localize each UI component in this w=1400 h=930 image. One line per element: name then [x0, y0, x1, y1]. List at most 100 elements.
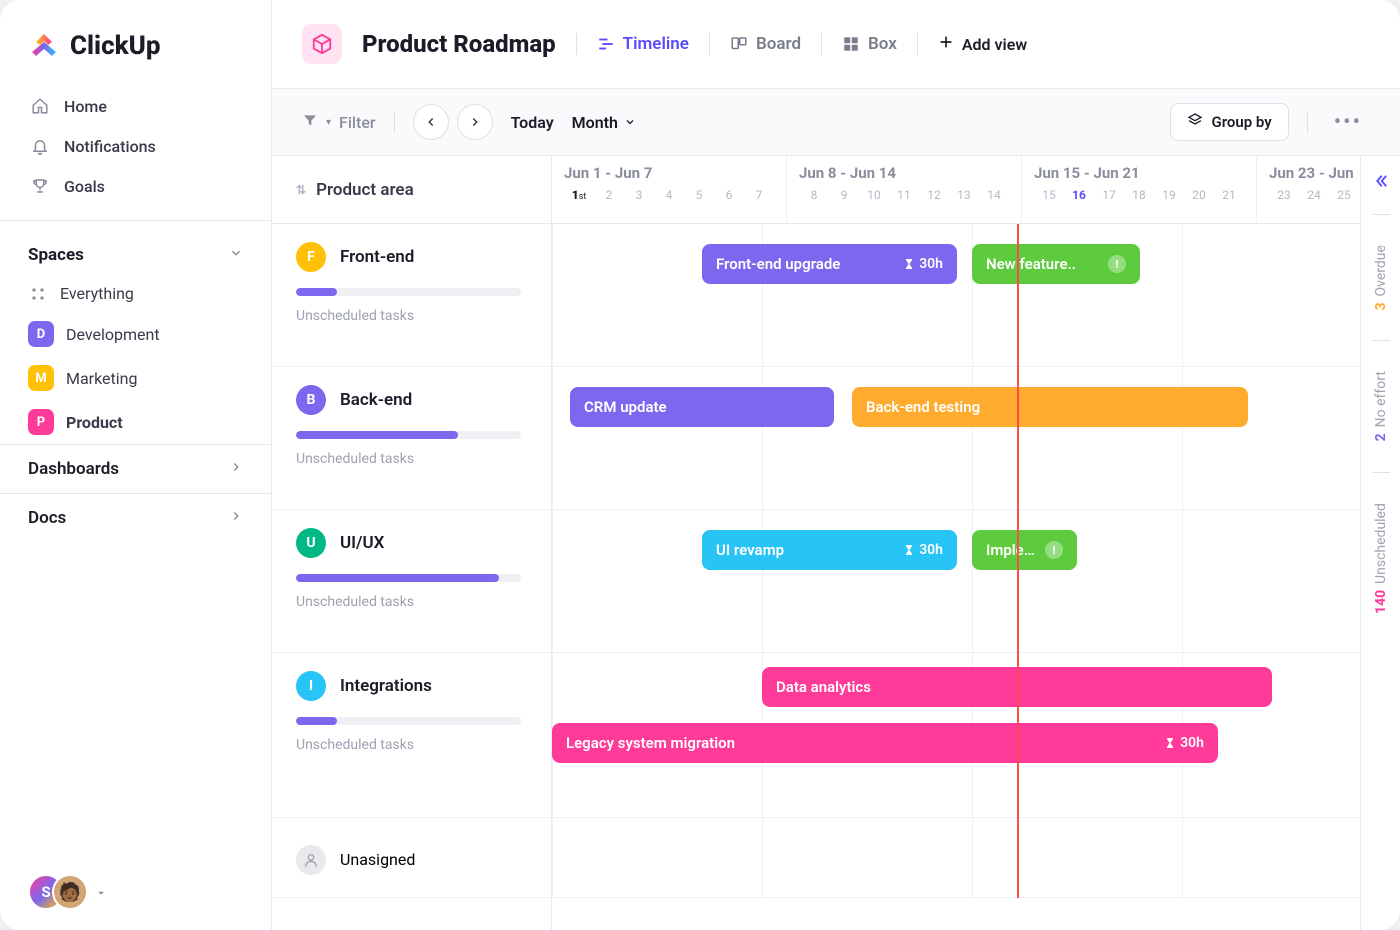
page-icon — [302, 24, 342, 64]
brand-name: ClickUp — [70, 31, 161, 61]
day-cell: 6 — [714, 188, 744, 202]
timeline-bar[interactable]: Front-end upgrade 30h — [702, 244, 957, 284]
logo-icon — [28, 30, 60, 62]
bell-icon — [30, 136, 50, 156]
spaces-header[interactable]: Spaces — [0, 235, 271, 275]
timeline-chart: Jun 1 - Jun 71st234567Jun 8 - Jun 148910… — [552, 156, 1360, 930]
timeline-bar[interactable]: Implem..! — [972, 530, 1077, 570]
spaces-header-label: Spaces — [28, 245, 84, 265]
sidebar-everything[interactable]: Everything — [0, 275, 271, 312]
tab-timeline[interactable]: Timeline — [597, 34, 689, 54]
nav-home[interactable]: Home — [18, 86, 253, 126]
range-label: Month — [572, 113, 618, 132]
chevron-down-icon: ▾ — [326, 117, 331, 128]
user-switcher[interactable]: S 🧑🏾 — [0, 854, 271, 930]
week-label: Jun 23 - Jun — [1269, 164, 1360, 182]
progress-bar — [296, 288, 521, 296]
day-cell: 2 — [594, 188, 624, 202]
sidebar-space-product[interactable]: PProduct — [0, 400, 271, 444]
timeline-icon — [597, 35, 615, 53]
tab-board[interactable]: Board — [730, 34, 801, 54]
chevron-down-icon — [624, 113, 636, 132]
board-icon — [730, 35, 748, 53]
nav-notifications[interactable]: Notifications — [18, 126, 253, 166]
group-column-header[interactable]: ⇅ Product area — [272, 156, 551, 224]
alert-icon: ! — [1045, 541, 1063, 559]
today-button[interactable]: Today — [511, 113, 554, 132]
day-cell: 19 — [1154, 188, 1184, 202]
timeline-lane: Data analyticsLegacy system migration30h — [552, 653, 1360, 818]
group-row[interactable]: FFront-endUnscheduled tasks — [272, 224, 551, 367]
layers-icon — [1187, 112, 1203, 132]
day-cell: 16 — [1064, 188, 1094, 202]
space-label: Marketing — [66, 369, 137, 388]
group-row[interactable]: BBack-endUnscheduled tasks — [272, 367, 551, 510]
today-line — [1017, 224, 1019, 898]
unscheduled-label: Unscheduled tasks — [296, 308, 527, 324]
bar-label: UI revamp — [716, 541, 893, 559]
day-cell: 24 — [1299, 188, 1329, 202]
caret-down-icon — [96, 883, 106, 902]
timeline-bar[interactable]: UI revamp30h — [702, 530, 957, 570]
toolbar: ▾ Filter Today Month Group by ••• — [272, 89, 1400, 156]
tab-box[interactable]: Box — [842, 34, 897, 54]
plus-icon — [938, 34, 954, 54]
add-view-button[interactable]: Add view — [938, 34, 1027, 54]
day-cell: 3 — [624, 188, 654, 202]
rail-overdue[interactable]: 3 Overdue — [1373, 235, 1389, 320]
next-button[interactable] — [457, 104, 493, 140]
timeline-bar[interactable]: Back-end testing — [852, 387, 1248, 427]
collapse-rail-button[interactable] — [1372, 172, 1390, 194]
sidebar-dashboards[interactable]: Dashboards — [0, 444, 271, 493]
nav-home-label: Home — [64, 97, 107, 116]
sort-icon: ⇅ — [296, 183, 306, 197]
chevron-down-icon — [229, 245, 243, 265]
trophy-icon — [30, 176, 50, 196]
tab-board-label: Board — [756, 34, 801, 54]
day-cell: 1st — [564, 188, 594, 202]
nav-goals[interactable]: Goals — [18, 166, 253, 206]
sidebar: ClickUp Home Notifications Goals Spaces … — [0, 0, 272, 930]
right-rail: 3 Overdue 2 No effort 140 Unscheduled — [1360, 156, 1400, 930]
chevron-right-icon — [229, 508, 243, 528]
timeline-bar[interactable]: Legacy system migration30h — [552, 723, 1218, 763]
chevron-right-icon — [229, 459, 243, 479]
nav-goals-label: Goals — [64, 177, 105, 196]
bar-label: Back-end testing — [866, 398, 1234, 416]
sidebar-dashboards-label: Dashboards — [28, 459, 119, 479]
day-cell: 10 — [859, 188, 889, 202]
group-label: Front-end — [340, 247, 414, 267]
group-column-label: Product area — [316, 180, 414, 200]
logo[interactable]: ClickUp — [0, 0, 271, 86]
day-cell: 11 — [889, 188, 919, 202]
timeline-bar[interactable]: CRM update — [570, 387, 834, 427]
week-cell: Jun 23 - Jun 232425 — [1256, 156, 1360, 223]
timeline-bar[interactable]: New feature..! — [972, 244, 1140, 284]
rail-unscheduled[interactable]: 140 Unscheduled — [1373, 493, 1389, 624]
sidebar-docs[interactable]: Docs — [0, 493, 271, 542]
groupby-button[interactable]: Group by — [1170, 103, 1288, 141]
rail-noeffort[interactable]: 2 No effort — [1373, 361, 1389, 451]
space-label: Development — [66, 325, 160, 344]
more-button[interactable]: ••• — [1326, 110, 1370, 135]
day-cell: 23 — [1269, 188, 1299, 202]
group-row-unassigned[interactable]: Unasigned — [272, 818, 551, 898]
range-selector[interactable]: Month — [572, 113, 636, 132]
space-badge: M — [28, 365, 54, 391]
group-row[interactable]: UUI/UXUnscheduled tasks — [272, 510, 551, 653]
bar-label: Front-end upgrade — [716, 255, 893, 273]
space-badge: P — [28, 409, 54, 435]
bar-meta: 30h — [903, 256, 943, 272]
sidebar-space-marketing[interactable]: M Marketing — [0, 356, 271, 400]
group-row[interactable]: IIntegrationsUnscheduled tasks — [272, 653, 551, 818]
page-title: Product Roadmap — [362, 30, 556, 58]
unscheduled-label: Unscheduled tasks — [296, 451, 527, 467]
day-cell: 4 — [654, 188, 684, 202]
add-view-label: Add view — [962, 35, 1027, 54]
prev-button[interactable] — [413, 104, 449, 140]
sidebar-space-development[interactable]: DDevelopment — [0, 312, 271, 356]
filter-button[interactable]: ▾ Filter — [302, 112, 376, 132]
day-cell: 25 — [1329, 188, 1359, 202]
group-badge: U — [296, 528, 326, 558]
bar-label: Implem.. — [986, 541, 1037, 559]
